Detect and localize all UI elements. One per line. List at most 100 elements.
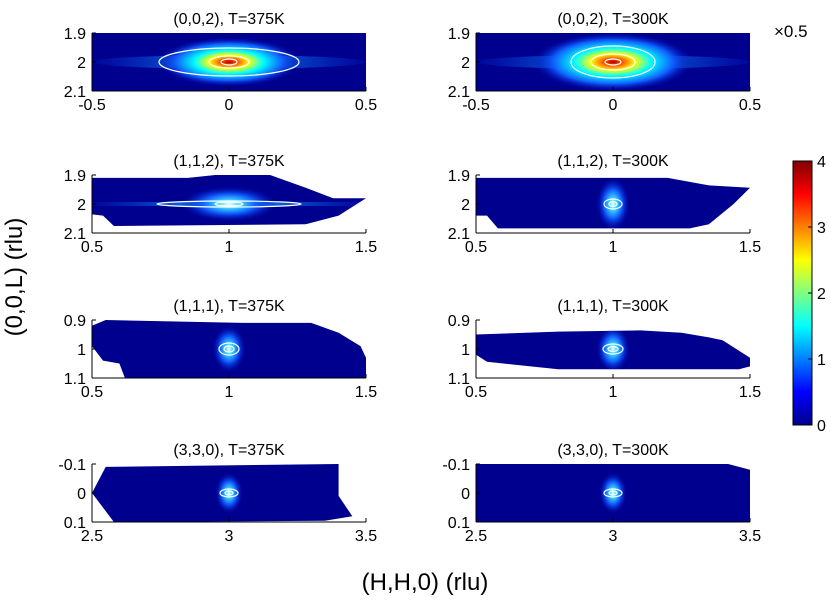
y-tick-label: 1 [461,342,470,359]
colorbar-tick-label: 2 [817,286,826,303]
heatmap-panel-1: (0,0,2), T=375K -0.5 0 0.5 1.9 2 2.1 [64,11,377,114]
y-tick-label: 0.9 [448,313,470,330]
panel-title: (0,0,2), T=300K [557,11,669,28]
y-tick-label: 0.1 [448,515,470,532]
peak-intensity [596,177,630,229]
x-tick-label: 3 [609,528,618,545]
y-tick-label: 0 [77,486,86,503]
contour-line [158,47,300,77]
contour-line [608,200,618,208]
x-tick-label: 1.5 [739,384,761,401]
contour-line [224,490,234,496]
heatmap-panel-8: (3,3,0), T=300K 2.5 3 3.5 -0.1 0 0.1 [442,442,761,545]
y-tick-label: 2 [461,55,470,72]
panel-title: (1,1,2), T=300K [557,153,669,170]
panel-title: (1,1,1), T=300K [557,298,669,315]
x-tick-label: 2.5 [81,528,103,545]
peak-intensity [157,37,301,87]
contour-line [208,55,250,69]
panel-title: (0,0,2), T=375K [173,11,285,28]
colorbar-tick-label: 4 [817,154,826,171]
y-tick-label: 0 [461,486,470,503]
contour-line [220,58,238,66]
x-tick-label: 0.5 [465,384,487,401]
y-tick-label: 0.9 [64,313,86,330]
x-axis-label: (H,H,0) (rlu) [362,569,489,596]
colorbar-tick-label: 1 [817,352,826,369]
x-tick-label: 3.5 [355,528,377,545]
x-tick-label: 0.5 [739,97,761,114]
heatmap-panel-6: (1,1,1), T=300K 0.5 1 1.5 0.9 1 1.1 [448,298,761,401]
x-tick-label: 1.5 [355,384,377,401]
peak-intensity [599,472,627,514]
heatmap-panel-2: (0,0,2), T=300K -0.5 0 0.5 1.9 2 2.1 [448,11,761,114]
y-tick-label: 1.9 [64,168,86,185]
y-tick-label: 2.1 [64,84,86,101]
y-tick-label: 2 [77,197,86,214]
panel-title: (3,3,0), T=375K [173,442,285,459]
peak-intensity [596,330,630,370]
x-tick-label: 1 [225,239,234,256]
x-tick-label: 2.5 [465,528,487,545]
x-tick-label: 0 [609,97,618,114]
y-tick-label: 1.9 [448,168,470,185]
y-tick-label: 2.1 [448,84,470,101]
x-tick-label: 0 [225,97,234,114]
y-tick-label: 2 [77,55,86,72]
panel-title: (3,3,0), T=300K [557,442,669,459]
panel-title: (1,1,2), T=375K [173,153,285,170]
x-tick-label: 0.5 [465,239,487,256]
colorbar: 0 1 2 3 4 [792,154,826,435]
x-tick-label: 3.5 [739,528,761,545]
y-tick-label: 1.9 [448,26,470,43]
contour-line [603,488,623,498]
panel-title: (1,1,1), T=375K [173,298,285,315]
contour-line [219,488,239,498]
x-tick-label: 1 [609,384,618,401]
heatmap-panel-3: (1,1,2), T=375K 0.5 1 1.5 1.9 2 2.1 [64,153,377,256]
contour-line [603,198,623,210]
y-axis-label: (0,0,L) (rlu) [1,218,28,337]
x-tick-label: -0.5 [78,97,106,114]
contour-line [156,200,302,208]
y-tick-label: 1.1 [64,371,86,388]
y-tick-label: 2.1 [64,226,86,243]
contour-line [218,342,240,356]
heatmap-panel-4: (1,1,2), T=300K 0.5 1 1.5 1.9 2 2.1 [448,153,761,256]
peak-intensity [215,472,243,514]
x-tick-label: 0.5 [81,384,103,401]
y-tick-label: 1.9 [64,26,86,43]
x-tick-label: 1 [225,384,234,401]
heatmap-panel-7: (3,3,0), T=375K 2.5 3 3.5 -0.1 0 0.1 [58,442,377,545]
peak-intensity [212,325,246,373]
x-tick-label: 1.5 [739,239,761,256]
scale-note: ×0.5 [774,22,808,41]
contour-line [607,345,619,353]
contour-line [590,53,636,71]
y-tick-label: -0.1 [58,457,86,474]
contour-line [570,45,656,79]
x-tick-label: 0.5 [81,239,103,256]
y-tick-label: 0.1 [64,515,86,532]
x-tick-label: 1 [609,239,618,256]
contour-line [214,201,244,207]
y-tick-label: 2.1 [448,226,470,243]
y-tick-label: 1.1 [448,371,470,388]
colorbar-tick-label: 0 [817,418,826,435]
y-tick-label: 2 [461,197,470,214]
colorbar-tick-label: 3 [817,220,826,237]
x-tick-label: -0.5 [462,97,490,114]
x-tick-label: 3 [225,528,234,545]
heatmap-panel-5: (1,1,1), T=375K 0.5 1 1.5 0.9 1 1.1 [64,298,377,401]
y-tick-label: 1 [77,342,86,359]
peak-intensity [181,186,277,222]
x-tick-label: 1.5 [355,239,377,256]
x-tick-label: 0.5 [355,97,377,114]
contour-line [602,343,624,355]
y-tick-label: -0.1 [442,457,470,474]
contour-line [604,58,622,66]
contour-line [608,490,618,496]
peak-intensity [533,33,693,91]
contour-line [223,345,235,353]
